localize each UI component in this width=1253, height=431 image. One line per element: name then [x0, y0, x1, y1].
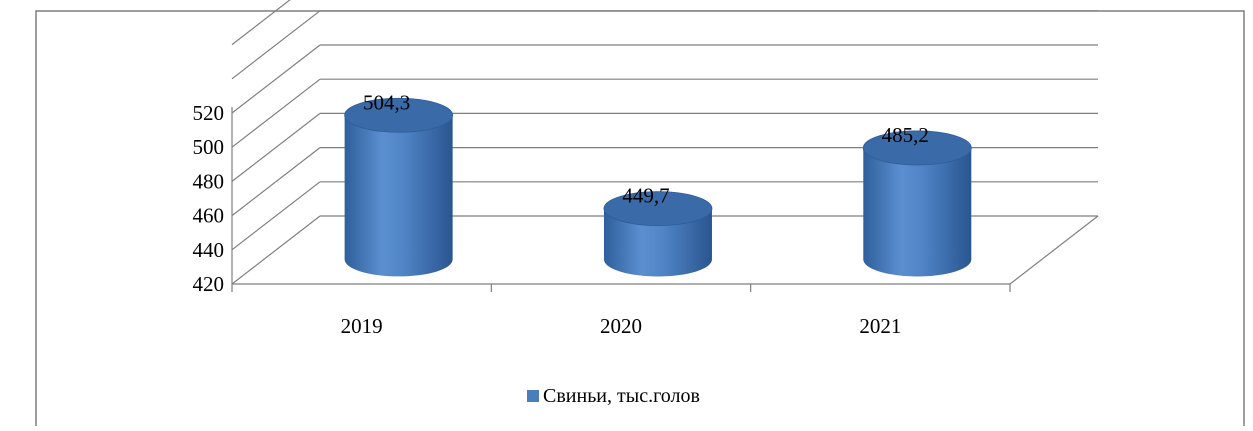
gridline-side [231, 112, 321, 182]
legend-label: Свиньи, тыс.голов [543, 385, 700, 407]
y-tick-label: 500 [193, 135, 225, 159]
gridline-side [231, 147, 321, 217]
x-tick-label: 2019 [341, 314, 383, 338]
bar-top [603, 191, 713, 227]
y-tick-label: 420 [193, 272, 225, 296]
gridline-side [231, 181, 321, 251]
legend-swatch [527, 390, 539, 402]
bar-cylinder [344, 115, 453, 277]
legend: Свиньи, тыс.голов [527, 385, 700, 407]
bar-top [862, 130, 972, 166]
y-tick-label: 460 [193, 204, 225, 228]
gridline-side [231, 10, 321, 80]
data-label: 449,7 [622, 184, 669, 208]
gridline-side [231, 44, 321, 114]
bar-cylinder [603, 208, 712, 277]
data-label: 485,2 [882, 123, 929, 147]
gridline-side [231, 0, 291, 46]
bar-top [344, 97, 454, 133]
floor-right-edge [1009, 215, 1099, 285]
gridline-side [231, 215, 321, 285]
plot-area: 420 440 460 480 500 520 2019 2020 2021 504,3 449,7… [193, 0, 1099, 338]
data-label: 504,3 [363, 90, 410, 114]
x-tick-label: 2021 [859, 314, 901, 338]
bar-cylinder [863, 147, 972, 277]
y-tick-label: 440 [193, 238, 225, 262]
x-tick-label: 2020 [600, 314, 642, 338]
y-tick-label: 480 [193, 169, 225, 193]
y-tick-label: 520 [193, 101, 225, 125]
gridline-side [231, 78, 321, 148]
